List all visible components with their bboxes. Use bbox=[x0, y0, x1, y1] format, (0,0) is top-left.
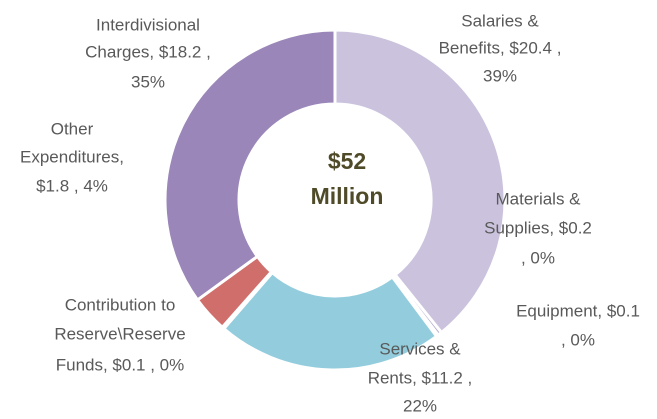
center-text: Million bbox=[311, 183, 384, 209]
data-label: Benefits, $20.4 , bbox=[439, 38, 562, 57]
data-label: Interdivisional bbox=[96, 15, 200, 34]
data-label: Other bbox=[51, 119, 94, 138]
data-label: Materials & bbox=[495, 189, 581, 208]
data-label: Funds, $0.1 , 0% bbox=[56, 355, 185, 374]
center-text: $52 bbox=[328, 148, 366, 174]
data-label: 35% bbox=[131, 72, 165, 91]
slice bbox=[163, 28, 337, 303]
data-label: Expenditures, bbox=[20, 147, 124, 166]
data-label: 22% bbox=[403, 396, 437, 415]
slices bbox=[163, 28, 507, 372]
data-label: Contribution to bbox=[65, 295, 176, 314]
data-label: , 0% bbox=[561, 330, 595, 349]
data-label: Reserve\Reserve bbox=[54, 324, 185, 343]
slice bbox=[333, 28, 507, 335]
data-label: , 0% bbox=[521, 248, 555, 267]
slice bbox=[221, 270, 439, 372]
data-label: Charges, $18.2 , bbox=[85, 42, 211, 61]
data-label: Supplies, $0.2 bbox=[484, 218, 592, 237]
data-label: 39% bbox=[483, 66, 517, 85]
data-label: Services & bbox=[379, 339, 461, 358]
data-label: Salaries & bbox=[461, 11, 539, 30]
data-label: Rents, $11.2 , bbox=[368, 368, 473, 387]
labels: Salaries & Benefits, $20.4 , 39% Materials … bbox=[20, 11, 640, 415]
data-label: $1.8 , 4% bbox=[36, 176, 108, 195]
data-label: Equipment, $0.1 bbox=[516, 301, 640, 320]
